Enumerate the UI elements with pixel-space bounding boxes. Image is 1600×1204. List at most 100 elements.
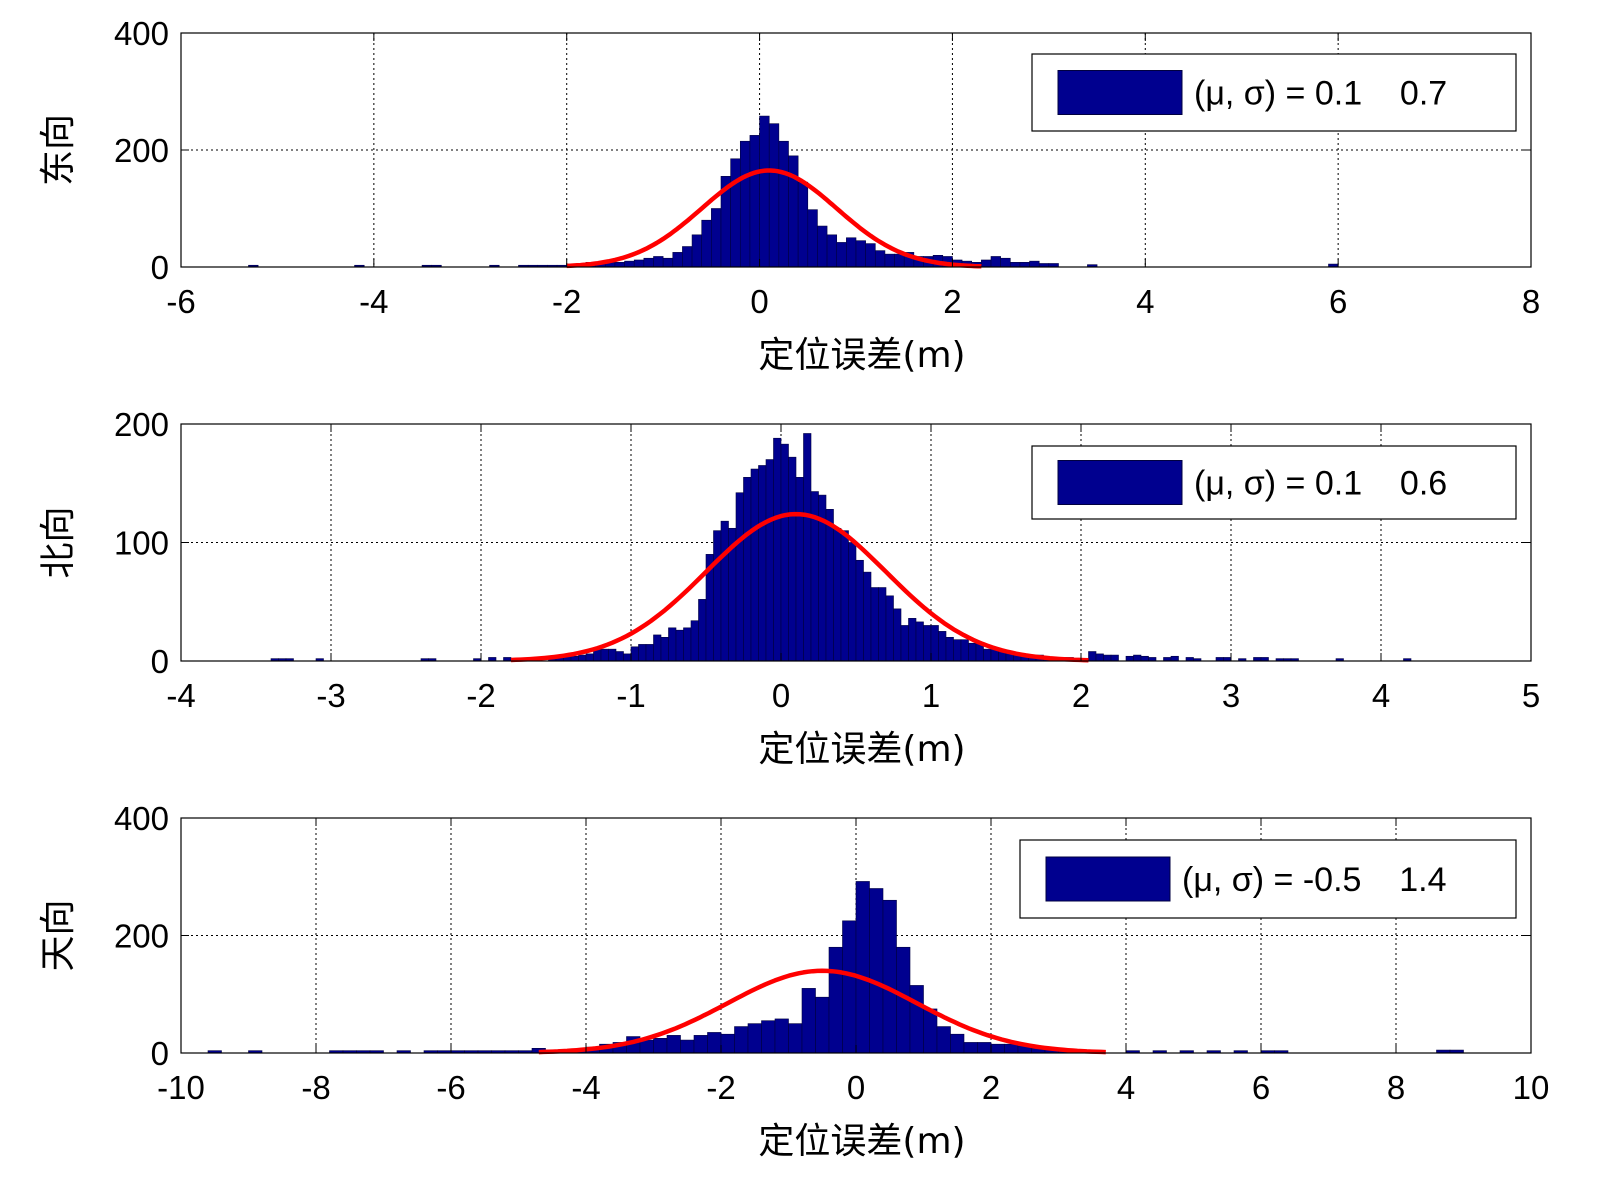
histogram-bar	[735, 492, 744, 662]
x-tick-label: 2	[1072, 677, 1090, 714]
histogram-bar	[768, 123, 780, 268]
x-axis-label: 定位误差(m)	[758, 1121, 965, 1162]
histogram-bar	[893, 608, 902, 662]
histogram-bar	[739, 140, 751, 268]
histogram-bar	[1140, 655, 1149, 662]
histogram-bar	[711, 208, 722, 268]
histogram-bar	[865, 243, 876, 268]
histogram-bar	[803, 433, 812, 662]
histogram-bar	[660, 636, 669, 662]
histogram-bar	[600, 648, 609, 662]
histogram-bar	[624, 260, 635, 268]
histogram-bar	[713, 530, 722, 662]
x-tick-label: -1	[616, 677, 645, 714]
x-tick-label: 10	[1513, 1069, 1550, 1106]
x-tick-label: 6	[1252, 1069, 1270, 1106]
histogram-bar	[1133, 654, 1142, 662]
histogram-bar	[882, 899, 897, 1054]
histogram-bar	[855, 559, 864, 662]
histogram-bar	[615, 651, 624, 662]
histogram-bar	[750, 468, 759, 662]
histogram-bar	[691, 234, 703, 268]
x-tick-label: -4	[359, 283, 388, 320]
histogram-bar	[1170, 655, 1179, 662]
histogram-bar	[817, 225, 828, 268]
histogram-bar	[701, 219, 712, 268]
histogram-bar	[855, 240, 866, 268]
x-tick-label: -4	[166, 677, 195, 714]
chart-panel-3: -10 -8 -6 -4 -2 0 2 4 6 8 10 0 200 400 定位误差(m) 天向 (μ, σ)…	[38, 800, 1549, 1162]
histogram-bar	[578, 654, 587, 662]
y-axis-label: 东向	[38, 114, 79, 186]
histogram-bar	[653, 634, 662, 662]
histogram-bar	[983, 648, 992, 662]
histogram-bar	[1004, 1043, 1019, 1054]
x-tick-label: 0	[847, 1069, 865, 1106]
y-tick-label: 400	[114, 800, 169, 837]
x-tick-label: 8	[1522, 283, 1540, 320]
histogram-bar	[938, 631, 947, 662]
histogram-bar	[773, 437, 782, 662]
histogram-bar	[680, 1039, 695, 1054]
histogram-bar	[826, 234, 838, 268]
y-axis-label: 天向	[38, 899, 79, 971]
histogram-bar	[807, 209, 818, 268]
histogram-bar	[758, 465, 767, 662]
histogram-bar	[869, 888, 884, 1054]
histogram-bar	[749, 135, 760, 268]
histogram-bar	[747, 1023, 762, 1054]
x-tick-label: -2	[706, 1069, 735, 1106]
histogram-bar	[638, 644, 647, 662]
x-tick-label: 3	[1222, 677, 1240, 714]
histogram-bar	[778, 140, 789, 268]
histogram-bar	[1000, 257, 1011, 268]
x-tick-label: -10	[157, 1069, 205, 1106]
histogram-bar	[797, 181, 809, 268]
histogram-bar	[923, 1008, 938, 1054]
normal-fit-curve	[538, 968, 1106, 1055]
histogram-bar	[675, 629, 684, 662]
histogram-bar	[780, 443, 789, 662]
histogram-bar	[698, 599, 707, 662]
histogram-bar	[863, 571, 872, 662]
y-axis-label: 北向	[38, 506, 79, 578]
histogram-bar	[908, 618, 917, 662]
y-tick-label: 0	[151, 249, 169, 286]
histogram-bar	[1009, 262, 1021, 268]
legend: (μ, σ) = -0.5 1.4	[1019, 839, 1517, 919]
histogram-bar	[981, 259, 992, 268]
legend: (μ, σ) = 0.1 0.7	[1031, 53, 1517, 132]
histogram-bar	[900, 625, 909, 662]
histogram-bar	[846, 237, 857, 268]
legend-swatch	[1057, 70, 1183, 115]
y-tick-label: 0	[151, 1035, 169, 1072]
y-tick-label: 200	[114, 132, 169, 169]
histogram-bar	[788, 1023, 803, 1054]
x-tick-label: 8	[1387, 1069, 1405, 1106]
histogram-bar	[836, 242, 847, 268]
histogram-bar	[923, 625, 932, 662]
histogram-bar	[1029, 260, 1040, 268]
histogram-bar	[570, 655, 579, 662]
histogram-bar	[801, 988, 816, 1054]
y-tick-label: 200	[114, 406, 169, 443]
histogram-bar	[623, 653, 632, 662]
x-tick-label: -4	[571, 1069, 600, 1106]
chart-panel-1: -6 -4 -2 0 2 4 6 8 0 200 400 定位误差(m) 东向 (μ, σ) = 0.1 …	[38, 15, 1540, 376]
histogram-bar	[885, 595, 894, 662]
histogram-bar	[828, 946, 843, 1054]
histogram-bar	[707, 1032, 722, 1054]
y-tick-label: 0	[151, 643, 169, 680]
histogram-bar	[1019, 262, 1030, 268]
histogram-bar	[825, 509, 834, 662]
histogram-bar	[761, 1020, 776, 1054]
histogram-bar	[639, 1039, 654, 1054]
histogram-bar	[915, 621, 924, 662]
x-tick-label: 1	[922, 677, 940, 714]
legend-box	[1031, 445, 1517, 520]
histogram-bar	[795, 477, 804, 662]
x-tick-label: -6	[436, 1069, 465, 1106]
histogram-bar	[633, 259, 645, 268]
y-tick-label: 200	[114, 918, 169, 955]
